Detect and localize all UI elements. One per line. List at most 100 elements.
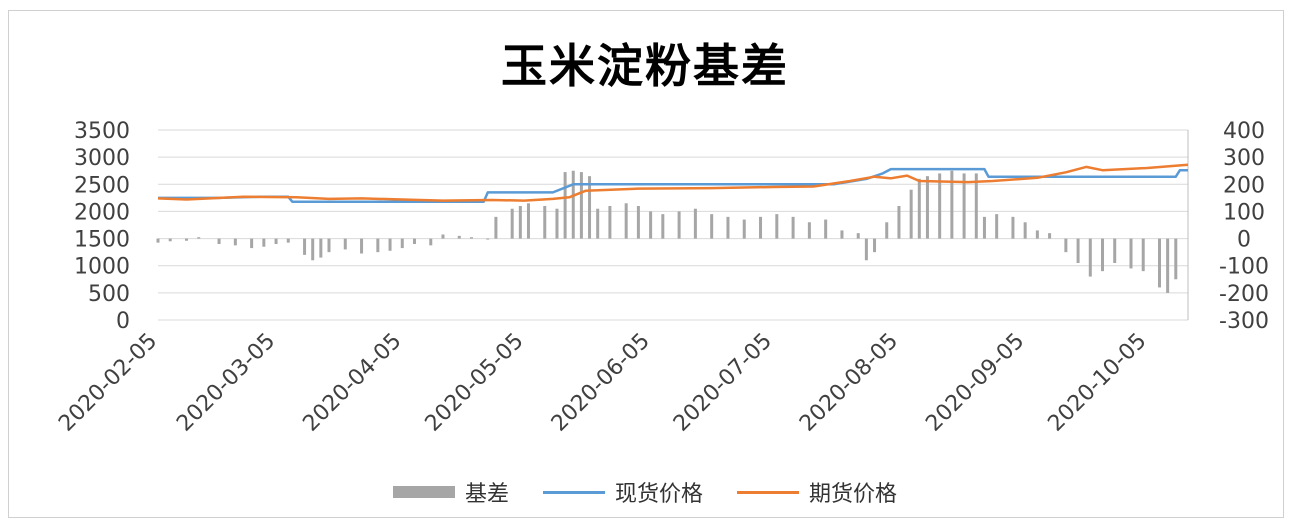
bar-basis [441, 234, 445, 239]
x-tick-label: 2020-08-05 [795, 329, 903, 437]
bar-basis [1088, 238, 1092, 277]
bar-basis [925, 176, 929, 239]
bar-basis [824, 219, 828, 239]
bar-basis [909, 189, 913, 239]
bar-basis [1158, 238, 1162, 288]
bar-basis [518, 206, 522, 239]
legend-swatch-spot [542, 490, 605, 494]
legend-item-basis: 基差 [392, 476, 509, 508]
bar-basis [1101, 238, 1105, 272]
bar-basis [469, 237, 473, 239]
bar-basis [1141, 238, 1145, 272]
bar-basis [1035, 230, 1039, 239]
bar-basis [286, 238, 290, 243]
chart-frame [8, 10, 1284, 518]
x-tick-label: 2020-06-05 [547, 329, 655, 437]
chart-legend: 基差 现货价格 期货价格 [0, 476, 1290, 508]
bar-basis [596, 208, 600, 239]
bar-basis [343, 238, 347, 250]
bar-basis [726, 216, 730, 239]
bar-basis [233, 238, 237, 246]
bar-basis [742, 219, 746, 239]
y-right-tick-label: -300 [1219, 309, 1269, 334]
legend-label-spot: 现货价格 [614, 482, 703, 507]
y-right-tick-label: 300 [1223, 146, 1265, 171]
bar-basis [429, 238, 433, 246]
bar-basis [571, 170, 575, 239]
bar-basis [1174, 238, 1178, 280]
bar-basis [217, 238, 221, 244]
legend-label-basis: 基差 [464, 482, 509, 507]
chart-title: 玉米淀粉基差 [501, 39, 789, 93]
bar-basis [510, 208, 514, 239]
x-tick-label: 2020-10-05 [1043, 329, 1151, 437]
bar-basis [1129, 238, 1133, 269]
bar-basis [950, 170, 954, 239]
bar-basis [319, 238, 323, 258]
bar-basis [388, 238, 392, 251]
bar-basis [873, 238, 877, 253]
bar-basis [494, 216, 498, 239]
legend-label-futures: 期货价格 [809, 482, 898, 507]
y-right-tick-label: 0 [1237, 228, 1251, 253]
bar-basis [197, 237, 201, 239]
bar-basis [526, 203, 530, 239]
bar-basis [974, 173, 978, 239]
y-right-tick-label: 400 [1223, 119, 1265, 144]
bar-basis [856, 233, 860, 239]
bar-basis [543, 206, 547, 239]
bar-basis [649, 211, 653, 239]
y-right-tick-label: -200 [1219, 282, 1269, 307]
y-left-tick-label: 2500 [74, 173, 130, 198]
bar-basis [1076, 238, 1080, 263]
bar-basis [864, 238, 868, 261]
y-left-tick-label: 500 [88, 282, 130, 307]
bar-basis [624, 203, 628, 239]
bar-basis [677, 211, 681, 239]
bar-basis [1048, 233, 1052, 239]
bar-basis [250, 238, 254, 249]
bar-basis [636, 206, 640, 239]
bar-basis [360, 238, 364, 254]
bar-basis [775, 214, 779, 239]
bar-basis [693, 208, 697, 239]
bar-basis [486, 238, 490, 240]
bar-basis [412, 238, 416, 244]
x-tick-label: 2020-09-05 [921, 329, 1029, 437]
legend-swatch-basis [392, 486, 455, 498]
bar-basis [303, 238, 307, 255]
bar-basis [1113, 238, 1117, 263]
bar-basis [156, 238, 160, 243]
y-right-tick-label: 200 [1223, 173, 1265, 198]
bar-basis [168, 238, 172, 242]
bar-basis [262, 238, 266, 247]
line-futures-price [157, 163, 1189, 202]
bar-basis [938, 173, 942, 239]
bar-basis [710, 214, 714, 239]
bar-basis [1166, 238, 1170, 293]
bar-basis [563, 172, 567, 239]
bar-basis [376, 238, 380, 253]
line-spot-price [158, 167, 1188, 203]
bar-basis [608, 206, 612, 239]
bar-basis [555, 208, 559, 239]
bar-basis [327, 238, 331, 253]
bar-basis [184, 238, 188, 241]
bar-basis [807, 222, 811, 239]
bar-basis [962, 173, 966, 239]
y-left-tick-label: 1500 [74, 228, 130, 253]
y-left-tick-label: 2000 [74, 200, 130, 225]
legend-item-futures: 期货价格 [737, 476, 897, 508]
bar-basis [995, 214, 999, 239]
bar-basis [840, 230, 844, 239]
legend-item-spot: 现货价格 [542, 476, 703, 508]
y-left-tick-label: 3500 [74, 119, 130, 144]
x-tick-label: 2020-03-05 [172, 329, 280, 437]
bar-basis [982, 216, 986, 239]
y-left-tick-label: 3000 [74, 146, 130, 171]
bar-basis [791, 216, 795, 239]
bar-basis [400, 238, 404, 249]
y-right-tick-label: -100 [1219, 255, 1269, 280]
y-left-tick-label: 0 [116, 309, 130, 334]
